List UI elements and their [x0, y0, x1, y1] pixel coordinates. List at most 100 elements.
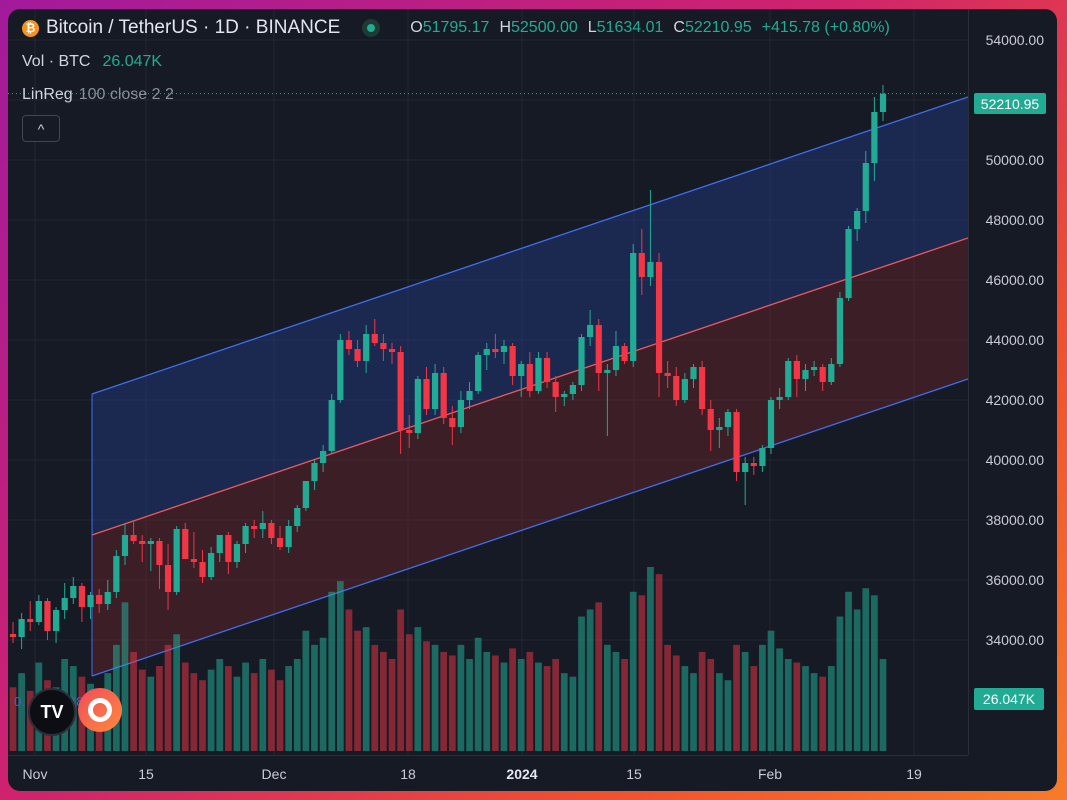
volume-bar	[862, 588, 870, 751]
time-axis[interactable]: Nov 15 Dec 18 2024 15 Feb 19	[8, 755, 968, 791]
price-axis-tick: 54000.00	[985, 32, 1044, 48]
candle-body	[164, 565, 172, 592]
volume-bar	[535, 662, 542, 751]
candle-body	[500, 346, 508, 352]
volume-bar	[233, 676, 241, 751]
candle-body	[716, 427, 723, 430]
volume-legend[interactable]: Vol · BTC 26.047K	[22, 53, 162, 71]
volume-bar	[578, 616, 585, 751]
chart-window: ₿ Bitcoin / TetherUS · 1D · BINANCE O 517…	[8, 9, 1057, 791]
volume-bar	[827, 666, 835, 751]
candle-body	[836, 298, 844, 364]
price-axis[interactable]: 54000.0052000.0050000.0048000.0046000.00…	[968, 9, 1057, 755]
candle-body	[630, 253, 637, 361]
volume-bar	[621, 659, 628, 751]
candle-body	[52, 610, 60, 631]
candle-body	[70, 586, 77, 598]
candle-body	[363, 334, 370, 361]
candle-body	[690, 367, 697, 379]
volume-bar	[388, 659, 396, 751]
candle-body	[664, 373, 671, 376]
candle-body	[595, 325, 602, 373]
time-axis-tick: 19	[906, 766, 922, 782]
volume-bar	[569, 676, 577, 751]
candle-body	[681, 379, 688, 400]
volume-bar	[138, 669, 146, 751]
candle-body	[328, 400, 335, 451]
chart-plot-area[interactable]	[8, 9, 968, 755]
volume-bar	[336, 581, 344, 751]
volume-bar	[560, 673, 568, 751]
candle-body	[845, 229, 852, 298]
candle-body	[345, 340, 353, 349]
candle-body	[587, 325, 594, 337]
volume-bar	[199, 680, 206, 751]
candle-body	[190, 559, 197, 562]
candle-body	[561, 394, 568, 397]
price-axis-tick: 34000.00	[985, 632, 1044, 648]
symbol-legend[interactable]: ₿ Bitcoin / TetherUS · 1D · BINANCE O 517…	[22, 17, 890, 39]
candle-body	[35, 601, 42, 622]
volume-bar	[741, 651, 749, 751]
volume-bar	[819, 676, 827, 751]
volume-bar	[440, 651, 448, 751]
volume-bar	[457, 644, 465, 751]
volume-bar	[845, 591, 852, 751]
candle-body	[61, 598, 68, 610]
candle-body	[810, 367, 818, 370]
candle-body	[199, 562, 206, 577]
volume-bar	[492, 655, 499, 751]
linreg-upper-line	[91, 96, 968, 395]
linreg-lower-fill	[92, 238, 968, 676]
candle-body	[509, 346, 516, 376]
volume-bar	[707, 659, 715, 751]
volume-bar	[871, 595, 878, 751]
volume-bar	[362, 627, 370, 751]
volume-bar	[612, 651, 620, 751]
candle-body	[483, 349, 490, 355]
collapse-legend-button[interactable]: ^	[22, 115, 60, 142]
candle-body	[233, 544, 241, 562]
volume-bar	[500, 662, 508, 751]
price-axis-tick: 38000.00	[985, 512, 1044, 528]
volume-bar	[810, 673, 818, 751]
candle-body	[216, 535, 223, 553]
candle-body	[457, 400, 465, 427]
candle-body	[638, 253, 645, 277]
candle-body	[414, 379, 421, 433]
volume-bar	[483, 651, 491, 751]
linreg-legend[interactable]: LinReg 100 close 2 2	[22, 86, 174, 104]
symbol-title: Bitcoin / TetherUS · 1D · BINANCE	[46, 17, 341, 38]
volume-bar	[9, 687, 17, 751]
candle-body	[242, 526, 249, 544]
ohlc-values: O 51795.17 H 52500.00 L 51634.01 C 52210.95 …	[400, 19, 890, 37]
time-axis-tick: 15	[138, 766, 154, 782]
volume-bar	[595, 602, 603, 751]
candle-body	[87, 595, 94, 607]
candle-body	[552, 382, 559, 397]
volume-bar	[293, 659, 301, 751]
volume-bar	[181, 662, 189, 751]
volume-bar	[664, 644, 672, 751]
volume-bar	[224, 666, 232, 751]
candle-body	[354, 349, 361, 361]
candle-body	[113, 556, 120, 592]
candle-body	[647, 262, 654, 277]
volume-bar	[672, 655, 680, 751]
volume-bar	[18, 673, 25, 751]
candle-body	[449, 418, 456, 427]
chevron-up-icon: ^	[37, 120, 45, 137]
volume-bar	[526, 651, 534, 751]
app-logo[interactable]	[78, 688, 122, 732]
volume-bar	[173, 634, 181, 751]
candle-body	[78, 586, 86, 607]
candle-body	[655, 262, 663, 373]
market-status-icon[interactable]	[362, 19, 381, 37]
high-label: H	[499, 19, 511, 36]
volume-bar	[724, 680, 732, 751]
candle-body	[225, 535, 232, 562]
tradingview-logo[interactable]: TV	[28, 688, 76, 736]
low-value: 51634.01	[596, 19, 664, 36]
candle-body	[526, 364, 533, 391]
volume-bar	[285, 666, 293, 751]
